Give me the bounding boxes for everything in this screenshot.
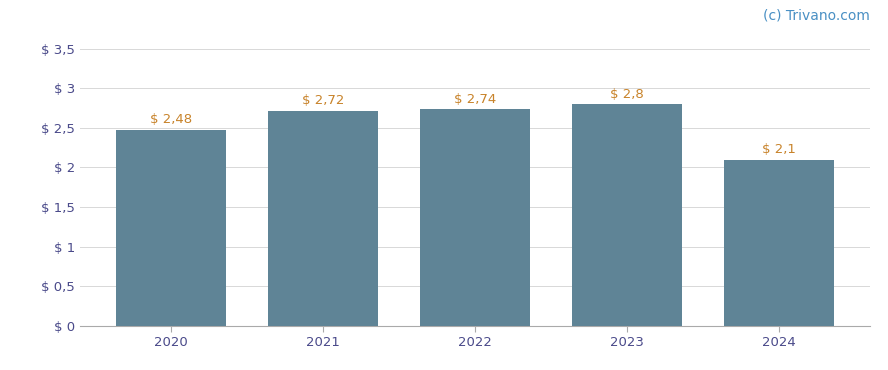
Text: $ 2,48: $ 2,48 [150,113,192,126]
Text: (c) Trivano.com: (c) Trivano.com [764,9,870,23]
Bar [420,109,530,326]
Text: $ 2,72: $ 2,72 [302,94,345,107]
Bar [116,130,226,326]
Bar [268,111,377,326]
Bar [573,104,682,326]
Text: $ 2,8: $ 2,8 [610,88,644,101]
Text: $ 2,74: $ 2,74 [454,93,496,106]
Text: $ 2,1: $ 2,1 [762,144,796,157]
Bar [725,159,834,326]
